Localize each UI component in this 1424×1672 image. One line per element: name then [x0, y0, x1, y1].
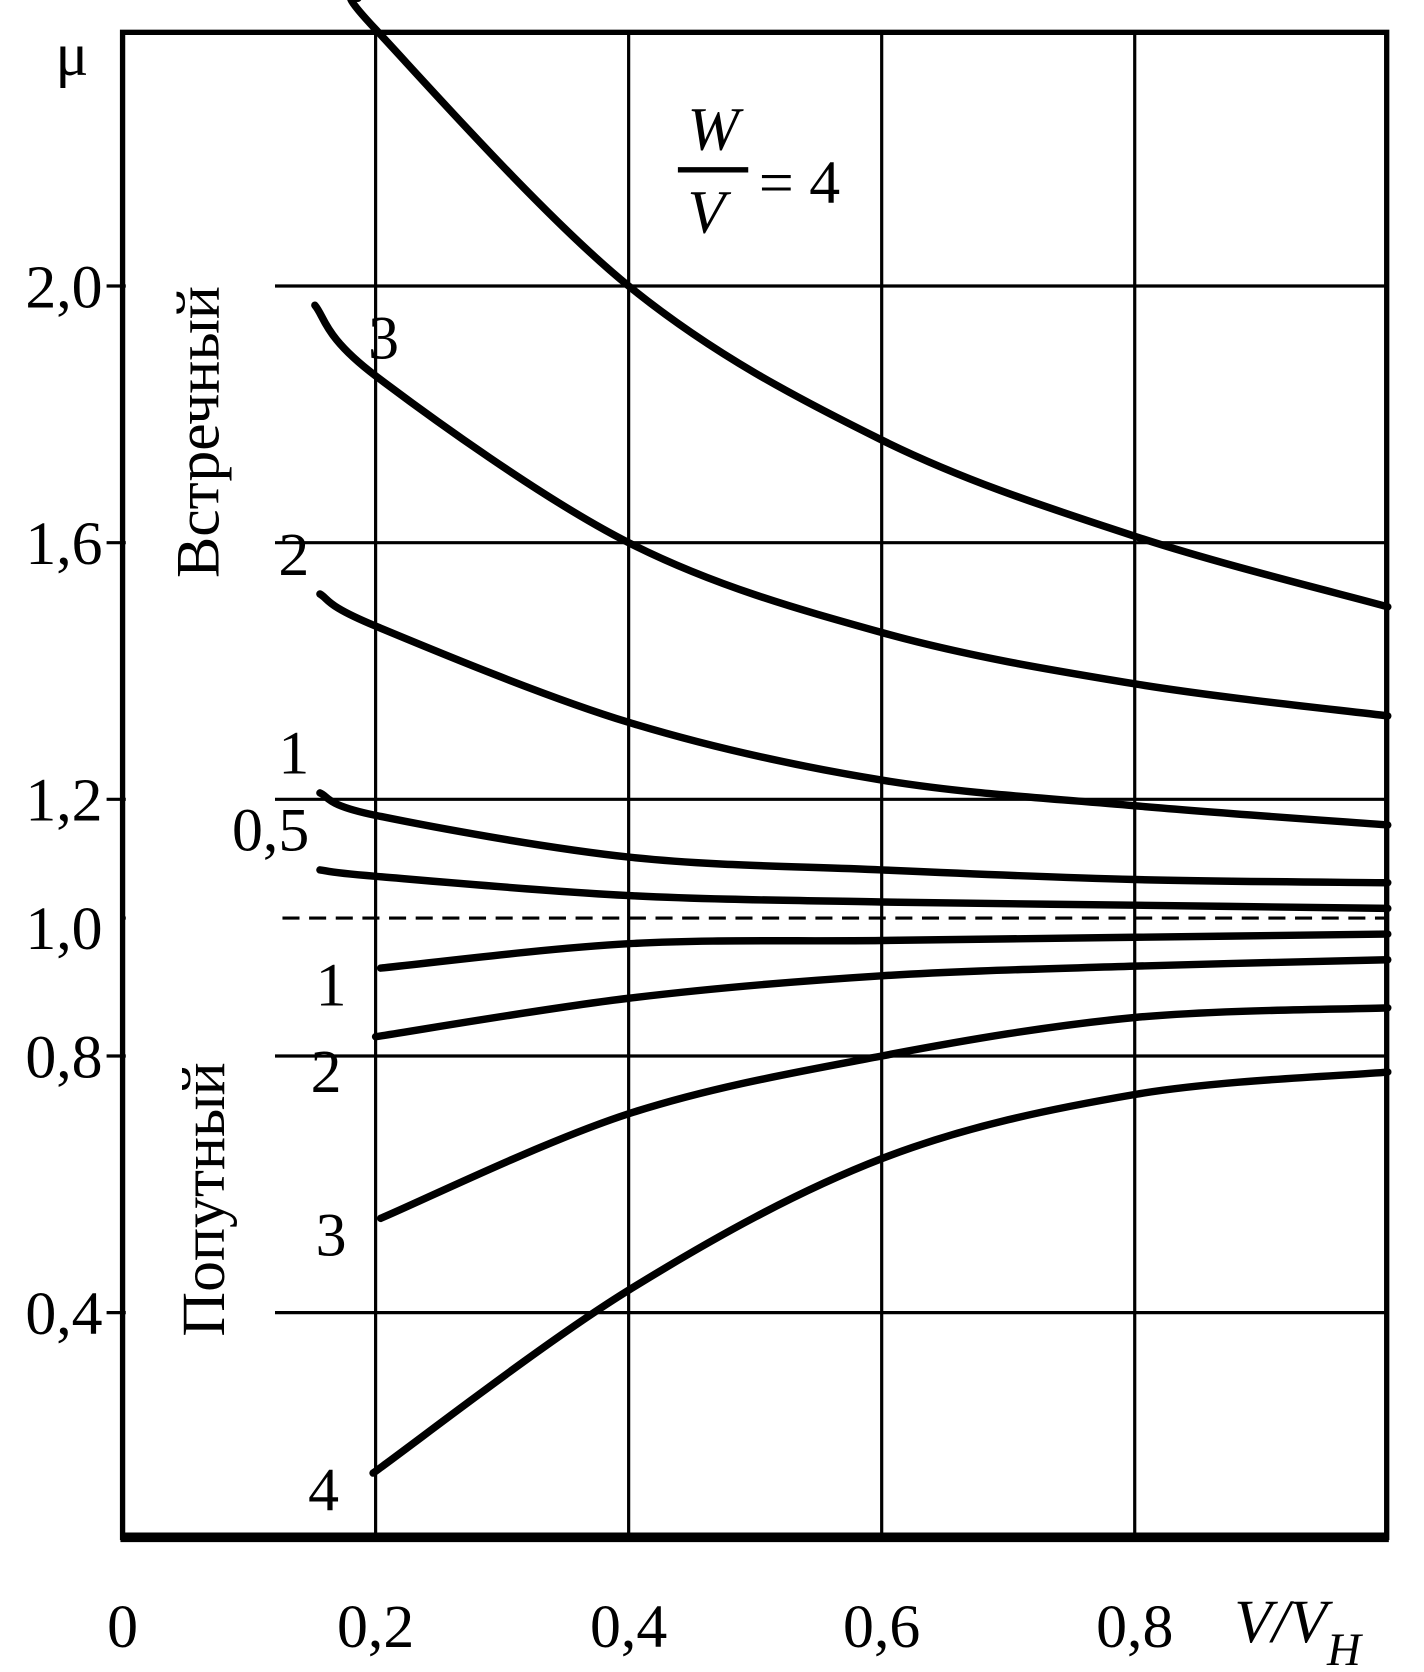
grid	[106, 32, 1387, 1538]
curve-labels: 3 2 1 0,5 1 2 3 4	[232, 305, 399, 1525]
curve-label: 3	[316, 1202, 347, 1270]
region-label-lower: Попутный	[170, 1062, 238, 1336]
series-curve	[316, 866, 1392, 913]
x-axis-label-subscript: H	[1326, 1624, 1363, 1672]
tick-labels: 0 0,2 0,4 0,6 0,8 2,0 1,6 1,2 1,0 0,8 0,4	[25, 253, 1173, 1661]
x-axis-label: V/VH	[1234, 1588, 1363, 1672]
series-curve	[376, 930, 1392, 972]
y-tick-label: 1,6	[25, 510, 102, 578]
annotation-denominator: V	[687, 179, 731, 247]
y-tick-label: 0,8	[25, 1023, 102, 1091]
curve-label: 3	[368, 305, 399, 373]
parameter-annotation: W V = 4	[677, 96, 840, 247]
label-band	[125, 38, 275, 1531]
annotation-numerator: W	[687, 96, 744, 164]
y-tick-label: 1,0	[25, 895, 102, 963]
series-curve	[371, 956, 1392, 1041]
y-tick-label: 2,0	[25, 253, 102, 321]
curve-label: 1	[278, 720, 309, 788]
curve-label: 4	[308, 1456, 339, 1524]
series-curve	[316, 789, 1392, 887]
x-tick-label: 0,6	[843, 1593, 920, 1661]
curve-label: 2	[278, 521, 309, 589]
y-tick-label: 0,4	[25, 1280, 102, 1348]
curve-label: 2	[311, 1038, 342, 1106]
series-curve	[369, 1068, 1392, 1477]
series-curve	[316, 590, 1392, 829]
curve-label: 0,5	[232, 797, 309, 865]
x-tick-label: 0,4	[590, 1593, 667, 1661]
y-axis-label: μ	[55, 21, 88, 89]
annotation-value: = 4	[759, 149, 840, 217]
series-curve	[347, 0, 1392, 611]
curve-label: 1	[316, 951, 347, 1019]
series-curve	[376, 1004, 1392, 1223]
x-tick-label: 0	[107, 1593, 138, 1661]
y-tick-label: 1,2	[25, 767, 102, 835]
series-curve	[311, 301, 1392, 720]
curves	[311, 0, 1392, 1477]
region-label-upper: Встречный	[165, 286, 233, 578]
x-tick-label: 0,8	[1096, 1593, 1173, 1661]
x-tick-label: 0,2	[337, 1593, 414, 1661]
